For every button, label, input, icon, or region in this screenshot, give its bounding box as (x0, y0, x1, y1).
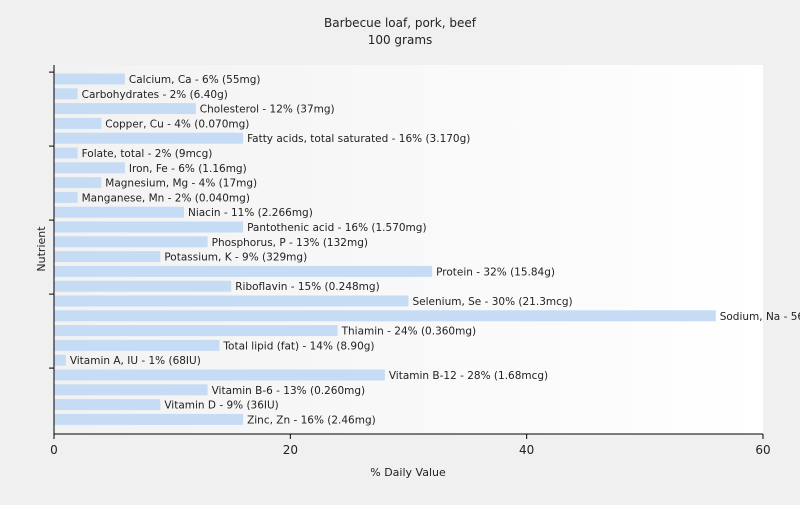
bars-group: Calcium, Ca - 6% (55mg) Carbohydrates - 2… (54, 73, 800, 426)
x-tick-label: 40 (519, 443, 534, 457)
x-tick-label: 60 (755, 443, 770, 457)
bar (54, 251, 161, 263)
bar-label: Vitamin B-12 - 28% (1.68mcg) (389, 370, 548, 382)
bar-label: Vitamin A, IU - 1% (68IU) (70, 355, 201, 367)
bar-label: Calcium, Ca - 6% (55mg) (129, 74, 261, 86)
bar-label: Phosphorus, P - 13% (132mg) (212, 237, 368, 249)
bar (54, 147, 78, 159)
bar-label: Protein - 32% (15.84g) (436, 266, 555, 278)
bar-label: Vitamin D - 9% (36IU) (164, 400, 278, 412)
bar-label: Potassium, K - 9% (329mg) (164, 252, 307, 264)
bar-label: Thiamin - 24% (0.360mg) (341, 326, 477, 338)
chart-subtitle: 100 grams (368, 33, 433, 47)
bar (54, 177, 102, 189)
bar (54, 132, 244, 144)
bar-label: Zinc, Zn - 16% (2.46mg) (247, 414, 376, 426)
bar (54, 103, 196, 115)
bar-label: Pantothenic acid - 16% (1.570mg) (247, 222, 426, 234)
bar (54, 236, 208, 248)
bar (54, 117, 102, 129)
x-tick-label: 0 (50, 443, 58, 457)
bar (54, 191, 78, 203)
bar-label: Sodium, Na - 56% (1334mg) (720, 311, 800, 323)
x-tick-label: 20 (283, 443, 298, 457)
bar-label: Manganese, Mn - 2% (0.040mg) (82, 192, 250, 204)
bar (54, 369, 385, 381)
bar (54, 325, 338, 337)
bar-label: Selenium, Se - 30% (21.3mcg) (413, 296, 573, 308)
bar-label: Fatty acids, total saturated - 16% (3.17… (247, 133, 470, 145)
bar-label: Cholesterol - 12% (37mg) (200, 104, 335, 116)
bar (54, 221, 244, 233)
bar (54, 280, 232, 292)
y-axis-label: Nutrient (35, 226, 48, 272)
bar-label: Iron, Fe - 6% (1.16mg) (129, 163, 247, 175)
bar (54, 339, 220, 351)
bar-label: Niacin - 11% (2.266mg) (188, 207, 313, 219)
bar-label: Riboflavin - 15% (0.248mg) (235, 281, 379, 293)
x-axis-label: % Daily Value (370, 466, 446, 479)
bar (54, 73, 125, 85)
bar (54, 162, 125, 174)
bar (54, 265, 433, 277)
bar-label: Folate, total - 2% (9mcg) (82, 148, 213, 160)
bar (54, 206, 184, 218)
bar (54, 88, 78, 100)
bar-label: Vitamin B-6 - 13% (0.260mg) (212, 385, 366, 397)
bar (54, 354, 66, 366)
bar-label: Total lipid (fat) - 14% (8.90g) (222, 340, 374, 352)
bar (54, 384, 208, 396)
bar (54, 399, 161, 411)
bar (54, 295, 409, 307)
bar-label: Carbohydrates - 2% (6.40g) (82, 89, 228, 101)
bar (54, 413, 244, 425)
bar-label: Copper, Cu - 4% (0.070mg) (105, 118, 249, 130)
chart-title: Barbecue loaf, pork, beef (324, 16, 477, 30)
bar-label: Magnesium, Mg - 4% (17mg) (105, 178, 257, 190)
axes-group: 0 20 40 60 (49, 65, 771, 457)
bar (54, 310, 716, 322)
